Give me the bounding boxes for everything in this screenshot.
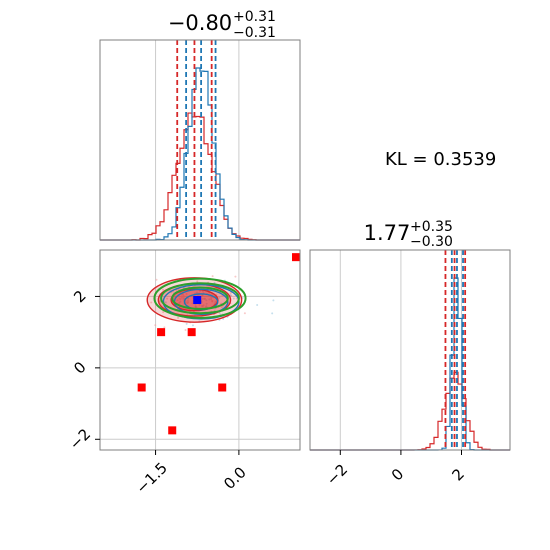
scatter-point xyxy=(235,297,238,300)
marker-6 xyxy=(292,253,300,262)
scatter-point xyxy=(202,304,205,307)
joint-panel: −1.5 0.0 −2 0 2 xyxy=(66,249,301,497)
x-tick-label: −2 xyxy=(323,461,351,489)
scatter-point xyxy=(211,299,214,302)
scatter-point xyxy=(177,316,180,319)
contour-3-level-2 xyxy=(160,282,240,315)
scatter-point xyxy=(234,275,237,278)
scatter-point xyxy=(196,280,199,283)
hist-title-param1-lower: −0.31 xyxy=(233,25,276,41)
scatter-point xyxy=(162,311,165,314)
x-tick-label: 0.0 xyxy=(220,463,250,493)
scatter-point xyxy=(185,322,188,325)
scatter-point xyxy=(186,299,189,302)
scatter-point xyxy=(211,275,214,278)
hist-title-param2-upper: +0.35 xyxy=(410,219,453,235)
x-tick-label: 2 xyxy=(448,465,467,484)
scatter-point xyxy=(184,329,187,332)
marker-1 xyxy=(157,328,166,337)
contour-3-level-3 xyxy=(171,286,229,310)
scatter-point xyxy=(203,297,206,300)
scatter-point xyxy=(176,299,179,302)
scatter-point xyxy=(201,297,204,300)
scatter-point xyxy=(200,305,203,308)
scatter-point xyxy=(243,312,246,315)
scatter-point xyxy=(154,324,157,327)
x-tick-label: 0 xyxy=(388,465,407,484)
scatter-point xyxy=(201,294,204,297)
y-tick-label: −2 xyxy=(66,425,94,453)
marker-5 xyxy=(168,426,177,435)
scatter-point xyxy=(271,312,274,315)
scatter-point xyxy=(162,288,165,291)
scatter-point xyxy=(194,305,197,308)
hist-panel-param1: −0.80 +0.31 −0.31 xyxy=(99,9,301,241)
scatter-point xyxy=(180,296,183,299)
scatter-point xyxy=(218,296,221,299)
hist-panel-param2: −2 0 2 1.77 +0.35 −0.30 xyxy=(309,219,511,489)
scatter-point xyxy=(178,297,181,300)
scatter-point xyxy=(182,294,185,297)
scatter-point xyxy=(229,294,232,297)
kl-annotation: KL = 0.3539 xyxy=(385,149,496,170)
scatter-point xyxy=(205,299,208,302)
scatter-point xyxy=(220,306,223,309)
scatter-point xyxy=(232,297,235,300)
scatter-point xyxy=(201,290,204,293)
scatter-point xyxy=(208,298,211,301)
scatter-point xyxy=(163,326,166,329)
scatter-point xyxy=(210,296,213,299)
contour-3-level-1 xyxy=(153,277,247,319)
y-tick-label: 2 xyxy=(70,287,89,306)
scatter-point xyxy=(164,301,167,304)
scatter-point xyxy=(198,303,201,306)
hist-title-param1: −0.80 xyxy=(168,11,232,35)
scatter-point xyxy=(196,291,199,294)
scatter-point xyxy=(256,304,259,307)
scatter-point xyxy=(155,278,158,281)
y-tick-label: 0 xyxy=(70,358,89,377)
marker-3 xyxy=(137,383,146,392)
hist-title-param2: 1.77 xyxy=(364,221,411,245)
scatter-point xyxy=(166,297,169,300)
scatter-point xyxy=(178,301,181,304)
marker-2 xyxy=(187,328,196,337)
scatter-point xyxy=(205,302,208,305)
scatter-point xyxy=(272,299,275,302)
x-tick-label: −1.5 xyxy=(132,459,170,497)
scatter-point xyxy=(191,302,194,305)
hist-title-param2-lower: −0.30 xyxy=(410,234,453,250)
marker-4 xyxy=(218,383,227,392)
scatter-point xyxy=(199,289,202,292)
scatter-point xyxy=(191,324,194,327)
scatter-point xyxy=(150,301,153,304)
hist-title-param1-upper: +0.31 xyxy=(233,9,276,25)
scatter-point xyxy=(210,298,213,301)
marker-7 xyxy=(193,296,202,304)
scatter-point xyxy=(187,301,190,304)
scatter-point xyxy=(185,293,188,296)
scatter-point xyxy=(205,305,208,308)
